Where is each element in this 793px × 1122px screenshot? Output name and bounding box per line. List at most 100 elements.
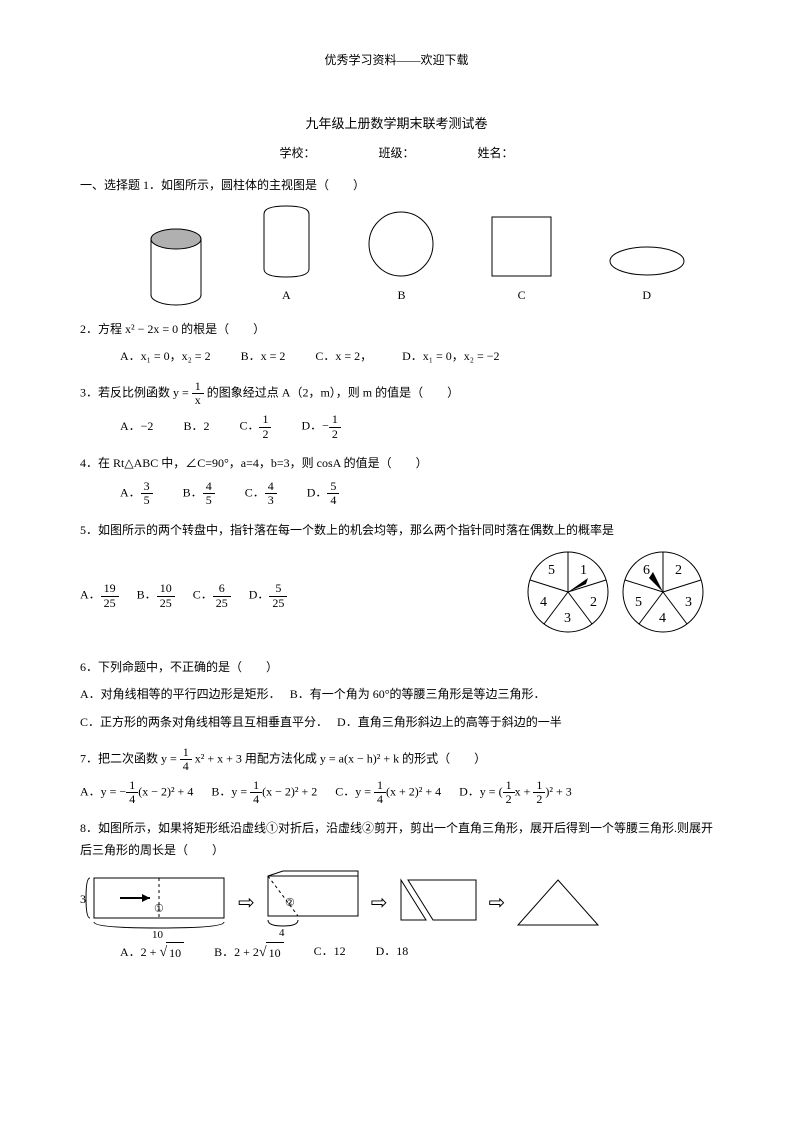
label-b: B (397, 285, 405, 307)
q8-stem: 8．如图所示，如果将矩形纸沿虚线①对折后，沿虚线②剪开，剪出一个直角三角形，展开… (80, 818, 713, 861)
ellipse-icon (607, 244, 687, 279)
svg-text:①: ① (154, 903, 164, 915)
q8-a: A．2 + √10 (120, 940, 184, 965)
svg-text:1: 1 (580, 563, 587, 578)
q3-stem-b: 的图象经过点 A（2，m），则 m 的值是（ ） (207, 385, 459, 399)
q8-step4-icon (513, 875, 603, 930)
q2-c: C．x = 2， (315, 346, 372, 368)
q3-c: C．12 (239, 413, 271, 440)
svg-text:4: 4 (540, 595, 547, 610)
q8-options: A．2 + √10 B．2 + 2√10 C．12 D．18 (120, 940, 713, 965)
q4-options: A．35 B．45 C．43 D．54 (120, 480, 713, 507)
rounded-rect-icon (259, 204, 314, 279)
q7-options: A．y = −14(x − 2)² + 4 B．y = 14(x − 2)² +… (80, 779, 713, 806)
q8-step3-icon (396, 875, 481, 930)
q5-a: A．1925 (80, 582, 119, 609)
spinner-wheels-icon: 1 2 3 4 5 2 3 4 5 (523, 547, 713, 637)
q1-option-b: B (366, 209, 436, 307)
svg-text:2: 2 (590, 595, 597, 610)
q7-d: D．y = (12x + 12)² + 3 (459, 779, 572, 806)
q1-option-d: D (607, 244, 687, 307)
q4-stem: 4．在 Rt△ABC 中，∠C=90°，a=4，b=3，则 cosA 的值是（ … (80, 453, 713, 475)
q2-d: D．x₁ = 0，x₂ = −2 (402, 346, 499, 368)
label-d: D (642, 285, 651, 307)
question-2: 2．方程 x² − 2x = 0 的根是（ ） A．x₁ = 0，x₂ = 2 … (80, 319, 713, 368)
arrow-icon: ⇨ (238, 885, 255, 921)
arrow-icon: ⇨ (489, 885, 506, 921)
q2-options: A．x₁ = 0，x₂ = 2 B．x = 2 C．x = 2， D．x₁ = … (120, 346, 713, 368)
q3-frac: 1x (192, 380, 204, 407)
q4-b: B．45 (183, 480, 215, 507)
q3-stem-a: 3．若反比例函数 y = (80, 385, 192, 399)
name-label: 姓名： (478, 146, 514, 160)
q5-d: D．525 (249, 582, 288, 609)
q8-d: D．18 (376, 941, 409, 963)
q1-option-a: A (259, 204, 314, 307)
q1-stem: 一、选择题 1．如图所示，圆柱体的主视图是（ ） (80, 175, 713, 197)
q6-b: B．有一个角为 60°的等腰三角形是等边三角形． (290, 687, 546, 701)
q8-step2-icon: ② 4 (263, 868, 363, 938)
q4-d: D．54 (307, 480, 340, 507)
q8-figures: 3 ① 10 ⇨ ② 4 ⇨ ⇨ (80, 868, 713, 938)
svg-text:10: 10 (152, 929, 164, 938)
q7-b: B．y = 14(x − 2)² + 2 (211, 779, 317, 806)
q2-a: A．x₁ = 0，x₂ = 2 (120, 346, 211, 368)
question-7: 7．把二次函数 y = 14 x² + x + 3 用配方法化成 y = a(x… (80, 746, 713, 807)
q6-stem: 6．下列命题中，不正确的是（ ） (80, 657, 713, 679)
q3-a: A．−2 (120, 416, 153, 438)
svg-text:4: 4 (279, 927, 285, 938)
q4-a: A．35 (120, 480, 153, 507)
q6-cd: C．正方形的两条对角线相等且互相垂直平分． D．直角三角形斜边上的高等于斜边的一… (80, 712, 713, 734)
q5-c: C．625 (193, 582, 231, 609)
svg-text:5: 5 (635, 595, 642, 610)
school-label: 学校： (279, 146, 315, 160)
svg-text:2: 2 (675, 563, 682, 578)
arrow-icon: ⇨ (371, 885, 388, 921)
student-info-line: 学校： 班级： 姓名： (80, 143, 713, 165)
q3-b: B．2 (183, 416, 209, 438)
label-a: A (282, 285, 291, 307)
square-icon (489, 214, 554, 279)
q6-c: C．正方形的两条对角线相等且互相垂直平分． (80, 715, 322, 729)
q6-a: A．对角线相等的平行四边形是矩形． (80, 687, 275, 701)
q1-option-c: C (489, 214, 554, 307)
svg-text:6: 6 (643, 563, 650, 578)
q3-stem: 3．若反比例函数 y = 1x 的图象经过点 A（2，m），则 m 的值是（ ） (80, 380, 713, 407)
q6-ab: A．对角线相等的平行四边形是矩形． B．有一个角为 60°的等腰三角形是等边三角… (80, 684, 713, 706)
question-3: 3．若反比例函数 y = 1x 的图象经过点 A（2，m），则 m 的值是（ ）… (80, 380, 713, 441)
question-1: 一、选择题 1．如图所示，圆柱体的主视图是（ ） A B (80, 175, 713, 307)
q7-a: A．y = −14(x − 2)² + 4 (80, 779, 193, 806)
q1-figures: A B C D (120, 204, 713, 307)
q8-step1-icon: 3 ① 10 (80, 868, 230, 938)
question-8: 8．如图所示，如果将矩形纸沿虚线①对折后，沿虚线②剪开，剪出一个直角三角形，展开… (80, 818, 713, 964)
q7-c: C．y = 14(x + 2)² + 4 (335, 779, 441, 806)
svg-text:3: 3 (685, 595, 692, 610)
question-6: 6．下列命题中，不正确的是（ ） A．对角线相等的平行四边形是矩形． B．有一个… (80, 657, 713, 734)
header-note: 优秀学习资料——欢迎下载 (80, 50, 713, 72)
q5-b: B．1025 (137, 582, 175, 609)
q1-cylinder (146, 227, 206, 307)
label-c: C (518, 285, 526, 307)
svg-text:5: 5 (548, 563, 555, 578)
circle-icon (366, 209, 436, 279)
q5-stem: 5．如图所示的两个转盘中，指针落在每一个数上的机会均等，那么两个指针同时落在偶数… (80, 520, 713, 542)
q8-b: B．2 + 2√10 (214, 940, 283, 965)
q2-stem: 2．方程 x² − 2x = 0 的根是（ ） (80, 319, 713, 341)
svg-text:②: ② (285, 897, 295, 909)
class-label: 班级： (378, 146, 414, 160)
q6-d: D．直角三角形斜边上的高等于斜边的一半 (337, 715, 562, 729)
question-5: 5．如图所示的两个转盘中，指针落在每一个数上的机会均等，那么两个指针同时落在偶数… (80, 520, 713, 645)
q3-options: A．−2 B．2 C．12 D．−12 (120, 413, 713, 440)
q3-d: D．−12 (301, 413, 340, 440)
exam-title: 九年级上册数学期末联考测试卷 (80, 112, 713, 135)
svg-text:3: 3 (564, 611, 571, 626)
svg-text:4: 4 (659, 611, 666, 626)
q5-spinners: 1 2 3 4 5 2 3 4 5 (523, 547, 713, 645)
svg-text:3: 3 (80, 892, 86, 906)
q2-b: B．x = 2 (241, 346, 286, 368)
q5-options: A．1925 B．1025 C．625 D．525 (80, 582, 287, 609)
q4-c: C．43 (245, 480, 277, 507)
question-4: 4．在 Rt△ABC 中，∠C=90°，a=4，b=3，则 cosA 的值是（ … (80, 453, 713, 508)
q7-stem: 7．把二次函数 y = 14 x² + x + 3 用配方法化成 y = a(x… (80, 746, 713, 773)
cylinder-icon (146, 227, 206, 307)
